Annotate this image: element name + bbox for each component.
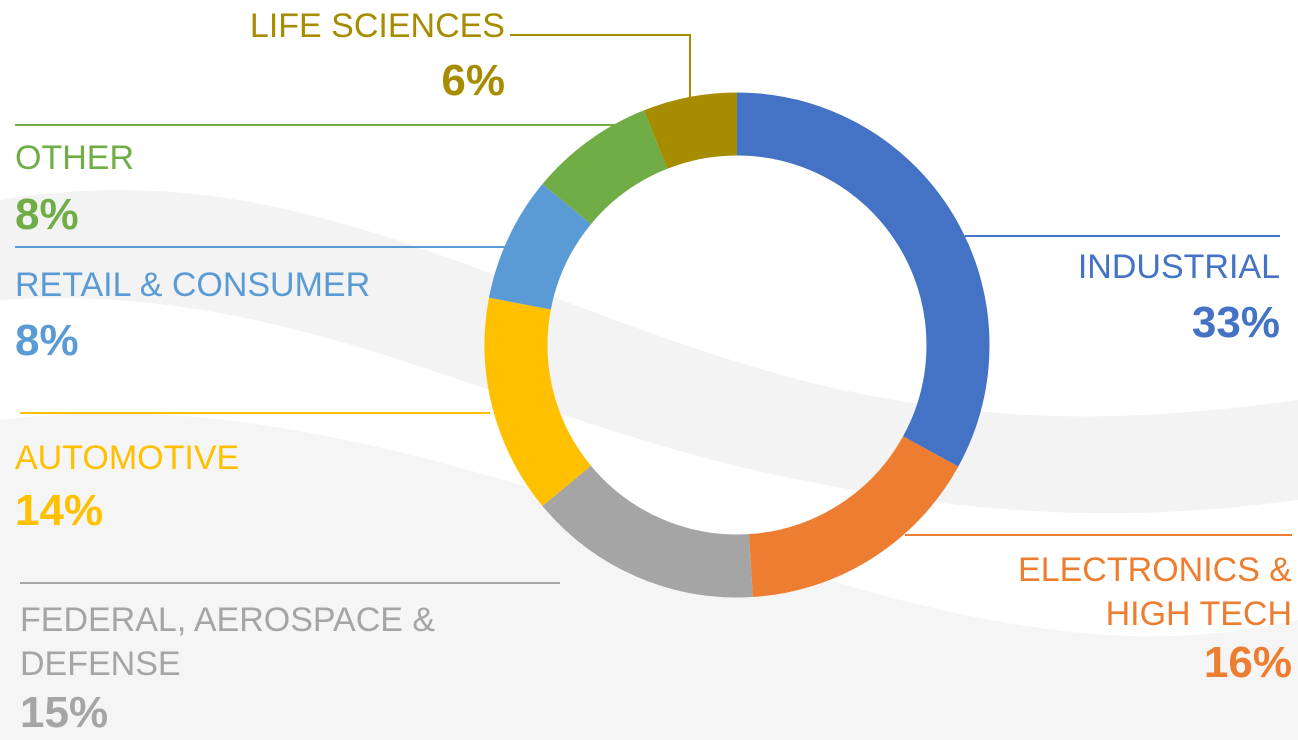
category-label: OTHER bbox=[15, 139, 134, 177]
category-label: ELECTRONICS & HIGH TECH bbox=[1018, 551, 1292, 633]
category-label: FEDERAL, AEROSPACE & DEFENSE bbox=[20, 601, 436, 683]
donut-slice bbox=[542, 465, 753, 598]
donut-slice bbox=[748, 435, 959, 598]
value-label: 15% bbox=[20, 688, 109, 737]
leader-lines bbox=[15, 34, 1292, 584]
category-label: RETAIL & CONSUMER bbox=[15, 266, 371, 304]
category-label: INDUSTRIAL bbox=[1077, 248, 1280, 286]
value-label: 16% bbox=[1203, 638, 1292, 687]
donut-slice bbox=[644, 92, 738, 170]
category-label: LIFE SCIENCES bbox=[249, 7, 505, 45]
value-label: 8% bbox=[15, 316, 79, 365]
donut-slice bbox=[542, 110, 668, 225]
value-label: 14% bbox=[15, 486, 104, 535]
donut-slice bbox=[736, 92, 990, 467]
value-label: 6% bbox=[441, 56, 505, 105]
value-label: 8% bbox=[15, 190, 79, 239]
donut-slice bbox=[488, 184, 592, 311]
category-label: AUTOMOTIVE bbox=[15, 439, 240, 477]
value-label: 33% bbox=[1191, 298, 1280, 347]
donut-slice bbox=[484, 297, 592, 506]
